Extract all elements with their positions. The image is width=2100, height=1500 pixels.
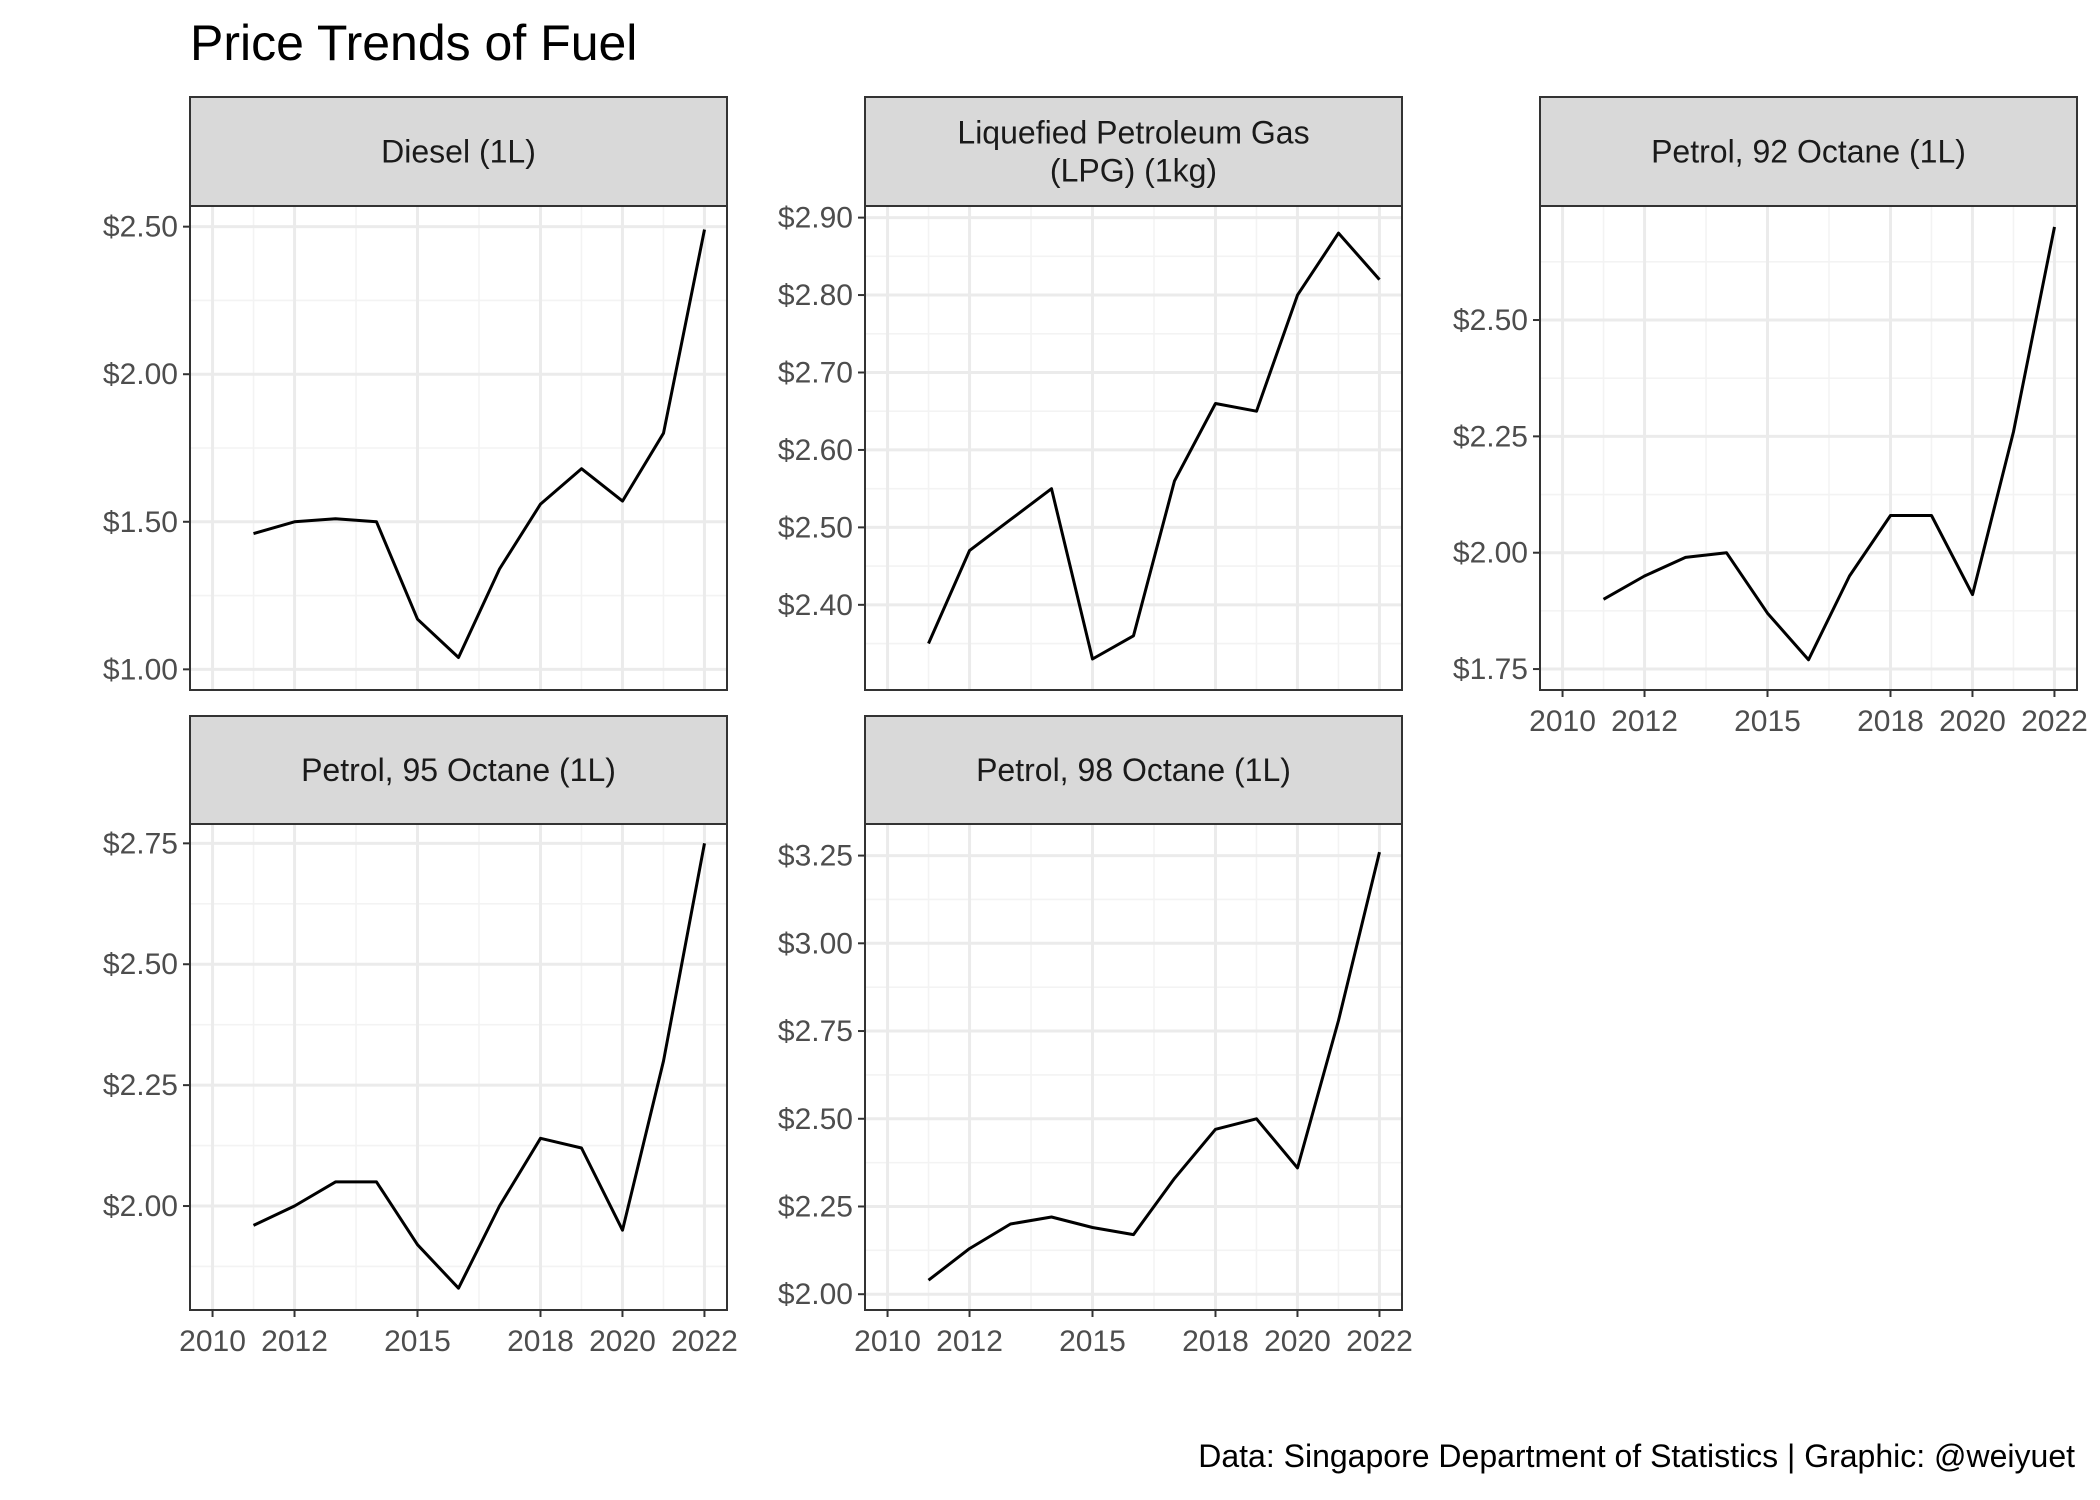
minor-gridlines (865, 824, 1402, 1310)
x-tick-label: 2020 (589, 1325, 656, 1358)
y-tick-label: $1.00 (103, 653, 178, 686)
y-tick-label: $2.70 (778, 356, 853, 389)
y-tick-label: $2.75 (103, 827, 178, 860)
series-line (1602, 226, 2056, 662)
y-tick-label: $2.60 (778, 434, 853, 467)
facet-panel: Petrol, 92 Octane (1L) $1.75 $2.00 $2.25 $2.… (1453, 96, 2088, 738)
facet-panel: Liquefied Petroleum Gas(LPG) (1kg) $2.40 $… (778, 96, 1403, 691)
facet-strip-label: Petrol, 98 Octane (1L) (976, 752, 1291, 788)
y-tick-label: $2.25 (103, 1069, 178, 1102)
y-tick-label: $2.75 (778, 1015, 853, 1048)
panel-background (1540, 206, 2077, 690)
minor-gridlines (1540, 206, 2077, 690)
y-tick-label: $1.50 (103, 506, 178, 539)
facet-panel: Petrol, 98 Octane (1L) $2.00 $2.25 $2.50 $2.… (778, 715, 1413, 1358)
x-tick-label: 2022 (1346, 1325, 1413, 1358)
major-gridlines (865, 206, 1402, 690)
facet-panel: Diesel (1L) $1.00 $1.50 $2.00 $2.50 (103, 96, 728, 691)
y-tick-label: $2.00 (103, 1190, 178, 1223)
minor-gridlines (865, 206, 1402, 690)
x-tick-label: 2018 (1182, 1325, 1249, 1358)
facet-strip-label: Diesel (1L) (381, 134, 536, 170)
major-gridlines (1540, 206, 2077, 690)
y-tick-label: $2.80 (778, 279, 853, 312)
x-tick-label: 2010 (854, 1325, 921, 1358)
facet-strip-label: Liquefied Petroleum Gas (957, 115, 1309, 151)
series-line (252, 843, 706, 1290)
panel-background (865, 206, 1402, 690)
y-tick-label: $1.75 (1453, 653, 1528, 686)
x-tick-label: 2018 (1857, 705, 1924, 738)
x-tick-label: 2012 (261, 1325, 328, 1358)
facet-strip-label: (LPG) (1kg) (1050, 153, 1217, 189)
x-tick-label: 2015 (1059, 1325, 1126, 1358)
series-line (927, 231, 1381, 661)
x-tick-label: 2015 (384, 1325, 451, 1358)
x-tick-label: 2010 (1529, 705, 1596, 738)
y-tick-label: $2.00 (1453, 537, 1528, 570)
y-tick-label: $2.50 (778, 511, 853, 544)
y-tick-label: $2.50 (778, 1103, 853, 1136)
y-tick-label: $2.25 (1453, 420, 1528, 453)
x-tick-label: 2018 (507, 1325, 574, 1358)
minor-gridlines (190, 206, 727, 690)
x-tick-label: 2020 (1939, 705, 2006, 738)
major-gridlines (190, 206, 727, 690)
x-tick-label: 2022 (671, 1325, 738, 1358)
x-tick-label: 2012 (936, 1325, 1003, 1358)
y-tick-label: $2.90 (778, 202, 853, 235)
series-line (253, 229, 706, 659)
facet-strip (864, 715, 1403, 825)
chart-caption: Data: Singapore Department of Statistics… (1198, 1438, 2075, 1474)
x-tick-label: 2012 (1611, 705, 1678, 738)
y-tick-label: $2.40 (778, 589, 853, 622)
facet-panel: Petrol, 95 Octane (1L) $2.00 $2.25 $2.50 $2.… (103, 715, 738, 1358)
facet-strip (189, 715, 728, 825)
series-line (927, 851, 1381, 1282)
panel-background (190, 824, 727, 1310)
facet-panels: Diesel (1L)$1.00$1.50$2.00$2.50Liquefied… (103, 96, 2088, 1358)
y-tick-label: $2.50 (103, 211, 178, 244)
y-tick-label: $3.25 (778, 840, 853, 873)
y-tick-label: $2.00 (778, 1278, 853, 1311)
y-tick-label: $3.00 (778, 927, 853, 960)
x-tick-label: 2015 (1734, 705, 1801, 738)
chart-title: Price Trends of Fuel (190, 15, 637, 71)
facet-strip (1539, 96, 2078, 207)
y-tick-label: $2.50 (103, 948, 178, 981)
facet-strip (189, 96, 728, 207)
y-tick-label: $2.00 (103, 358, 178, 391)
x-tick-label: 2020 (1264, 1325, 1331, 1358)
facet-strip (864, 96, 1403, 207)
x-tick-label: 2022 (2021, 705, 2088, 738)
y-tick-label: $2.50 (1453, 304, 1528, 337)
major-gridlines (190, 824, 727, 1310)
facet-strip-label: Petrol, 92 Octane (1L) (1651, 134, 1966, 170)
y-tick-label: $2.25 (778, 1190, 853, 1223)
x-tick-label: 2010 (179, 1325, 246, 1358)
panel-background (865, 824, 1402, 1310)
facet-strip-label: Petrol, 95 Octane (1L) (301, 752, 616, 788)
